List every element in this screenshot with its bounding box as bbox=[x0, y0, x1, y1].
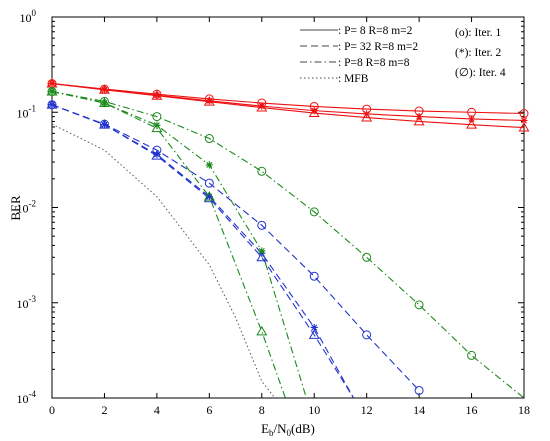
circle-marker bbox=[362, 252, 372, 262]
series-line bbox=[52, 83, 524, 129]
circle-marker bbox=[414, 385, 424, 395]
star-marker bbox=[205, 97, 213, 105]
legend-marker-label: (o): Iter. 1 bbox=[455, 27, 502, 39]
x-tick-labels: 0 2 4 6 8 10 12 14 16 18 bbox=[49, 403, 530, 417]
star-marker bbox=[153, 91, 161, 99]
star-marker bbox=[467, 115, 476, 123]
plot-area bbox=[51, 16, 525, 399]
legend-markers: (o): Iter. 1 (*): Iter. 2 (∅): Iter. 4 bbox=[455, 27, 506, 79]
triangle-marker bbox=[203, 96, 215, 106]
star-marker bbox=[153, 121, 161, 129]
star-marker bbox=[520, 116, 528, 125]
star-marker bbox=[205, 193, 213, 201]
triangle-marker bbox=[256, 325, 268, 336]
star-marker bbox=[100, 121, 109, 129]
star-marker bbox=[310, 107, 318, 115]
x-tick-label: 18 bbox=[518, 403, 530, 417]
circle-marker bbox=[362, 330, 372, 340]
x-tick-label: 10 bbox=[308, 403, 320, 417]
star-marker bbox=[258, 247, 266, 255]
series-line bbox=[52, 90, 524, 398]
legend-line-label: : P= 32 R=8 m=2 bbox=[338, 41, 418, 53]
triangle-marker bbox=[308, 107, 320, 118]
legend-line-styles: : P= 8 R=8 m=2 : P= 32 R=8 m=2 : P=8 R=8 m… bbox=[300, 25, 418, 85]
y-tick-label: 100 bbox=[20, 8, 37, 25]
triangle-marker bbox=[466, 119, 478, 129]
triangle-marker bbox=[151, 150, 163, 160]
series-line bbox=[52, 90, 286, 398]
circle-marker bbox=[414, 300, 424, 310]
x-tick-label: 6 bbox=[206, 403, 212, 417]
x-tick-label: 0 bbox=[49, 403, 55, 417]
triangle-marker bbox=[256, 251, 268, 262]
circle-marker bbox=[309, 271, 319, 281]
star-marker bbox=[48, 79, 56, 88]
tick-marks bbox=[51, 17, 525, 399]
triangle-marker bbox=[361, 111, 373, 122]
triangle-marker bbox=[413, 115, 425, 126]
x-tick-label: 2 bbox=[101, 403, 107, 417]
data-markers bbox=[46, 77, 530, 395]
series-line bbox=[52, 83, 524, 115]
legend-line-label: : MFB bbox=[338, 73, 369, 85]
star-marker bbox=[153, 150, 161, 159]
legend-line-label: : P=8 R=8 m=8 bbox=[338, 57, 410, 69]
x-tick-label: 12 bbox=[361, 403, 373, 417]
star-marker bbox=[48, 87, 56, 96]
y-axis-label: BER bbox=[8, 195, 23, 221]
y-tick-label: 10-1 bbox=[17, 103, 37, 120]
triangle-marker bbox=[98, 119, 110, 129]
star-marker bbox=[258, 102, 266, 110]
triangle-marker bbox=[46, 99, 58, 109]
triangle-marker bbox=[46, 85, 58, 96]
triangle-marker bbox=[98, 84, 110, 94]
y-tick-label: 10-3 bbox=[17, 294, 37, 311]
series-line bbox=[52, 104, 420, 391]
x-tick-label: 14 bbox=[413, 403, 425, 417]
triangle-marker bbox=[203, 191, 215, 201]
x-tick-label: 4 bbox=[154, 403, 160, 417]
triangle-marker bbox=[151, 122, 163, 133]
star-marker bbox=[100, 99, 109, 107]
triangle-marker bbox=[98, 97, 110, 107]
legend-line-label: : P= 8 R=8 m=2 bbox=[338, 25, 413, 37]
x-axis-label: Eb/N0(dB) bbox=[261, 421, 315, 438]
x-tick-label: 8 bbox=[259, 403, 265, 417]
star-marker bbox=[205, 161, 213, 169]
circle-marker bbox=[152, 112, 162, 122]
y-tick-label: 10-2 bbox=[17, 199, 37, 216]
star-marker bbox=[100, 85, 109, 94]
circle-marker bbox=[257, 220, 267, 230]
y-tick-labels: 100 10-1 10-2 10-3 10-4 bbox=[17, 8, 37, 406]
triangle-marker bbox=[308, 329, 320, 339]
legend-marker-label: (*): Iter. 2 bbox=[455, 47, 502, 59]
triangle-marker bbox=[256, 101, 268, 112]
legend-marker-label: (∅): Iter. 4 bbox=[455, 67, 506, 79]
circle-marker bbox=[204, 178, 214, 188]
star-marker bbox=[48, 101, 56, 109]
circle-marker bbox=[467, 350, 477, 360]
x-tick-label: 16 bbox=[466, 403, 478, 417]
triangle-marker bbox=[151, 90, 163, 100]
triangle-marker bbox=[203, 192, 215, 203]
circle-marker bbox=[257, 166, 267, 176]
circle-marker bbox=[204, 134, 214, 144]
circle-marker bbox=[309, 207, 319, 217]
triangle-marker bbox=[518, 121, 530, 132]
star-marker bbox=[310, 323, 318, 332]
y-tick-label: 10-4 bbox=[17, 389, 37, 406]
